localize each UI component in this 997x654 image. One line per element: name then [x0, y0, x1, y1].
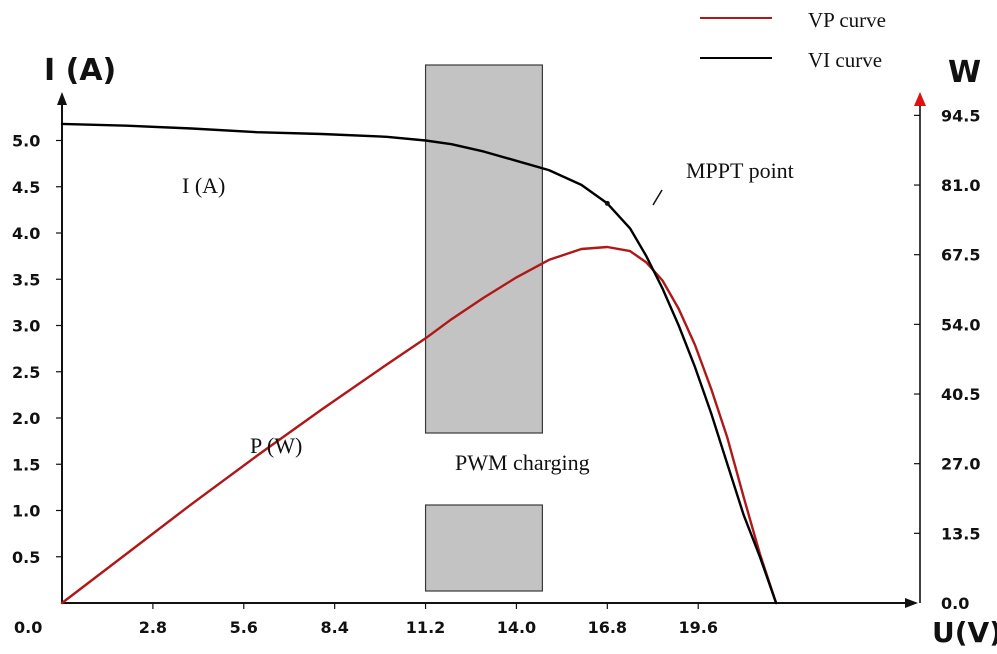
- left-y-tick-label: 5.0: [12, 132, 40, 151]
- legend-vi-label: VI curve: [808, 48, 882, 72]
- right-y-axis-ticks: 0.0 13.5 27.0 40.5 54.0 67.5 81.0 94.5: [914, 106, 980, 613]
- left-y-tick-label: 3.5: [12, 270, 40, 289]
- series-layer: [62, 124, 776, 603]
- mppt-point-marker: [605, 201, 610, 206]
- x-tick-label: 16.8: [588, 618, 627, 637]
- left-y-axis-label: I (A): [44, 53, 116, 88]
- right-y-tick-label: 0.0: [941, 594, 969, 613]
- right-y-tick-label: 94.5: [941, 106, 980, 125]
- power-label: P (W): [250, 433, 302, 458]
- pwm-region-lower: [426, 505, 543, 591]
- left-y-tick-label: 4.5: [12, 178, 40, 197]
- pwm-region-upper: [426, 65, 543, 433]
- mppt-label: MPPT point: [686, 158, 794, 183]
- right-y-tick-label: 27.0: [941, 455, 980, 474]
- left-y-tick-label: 2.5: [12, 363, 40, 382]
- vi-curve: [62, 124, 776, 603]
- x-tick-label: 14.0: [497, 618, 536, 637]
- mppt-pointer: [653, 190, 662, 205]
- left-y-axis-arrow: [57, 92, 67, 105]
- right-y-tick-label: 40.5: [941, 385, 980, 404]
- x-axis-ticks: 0.0 2.8 5.6 8.4 11.2 14.0 16.8 19.6: [14, 603, 718, 637]
- left-y-tick-label: 0.5: [12, 548, 40, 567]
- right-y-axis-label: W: [948, 55, 981, 90]
- right-y-tick-label: 54.0: [941, 315, 980, 334]
- right-y-axis-arrow: [914, 92, 926, 106]
- left-y-tick-label: 1.5: [12, 455, 40, 474]
- left-y-tick-label: 4.0: [12, 224, 40, 243]
- x-tick-label: 2.8: [139, 618, 167, 637]
- right-y-tick-label: 13.5: [941, 524, 980, 543]
- legend: VP curve VI curve: [700, 8, 886, 72]
- legend-vp-label: VP curve: [808, 8, 886, 32]
- left-y-axis-ticks: 0.5 1.0 1.5 2.0 2.5 3.0 3.5 4.0 4.5 5.0: [12, 132, 62, 567]
- x-tick-label: 11.2: [406, 618, 445, 637]
- left-y-tick-label: 3.0: [12, 317, 40, 336]
- right-y-tick-label: 81.0: [941, 176, 980, 195]
- right-y-tick-label: 67.5: [941, 246, 980, 265]
- left-y-tick-label: 1.0: [12, 502, 40, 521]
- left-y-tick-label: 2.0: [12, 409, 40, 428]
- x-axis-label: U(V): [932, 616, 997, 649]
- x-tick-label: 8.4: [320, 618, 348, 637]
- x-tick-label: 0.0: [14, 618, 42, 637]
- x-tick-label: 19.6: [678, 618, 717, 637]
- x-axis-arrow: [905, 598, 918, 608]
- current-label: I (A): [182, 173, 225, 198]
- pwm-label: PWM charging: [455, 450, 590, 475]
- x-tick-label: 5.6: [230, 618, 258, 637]
